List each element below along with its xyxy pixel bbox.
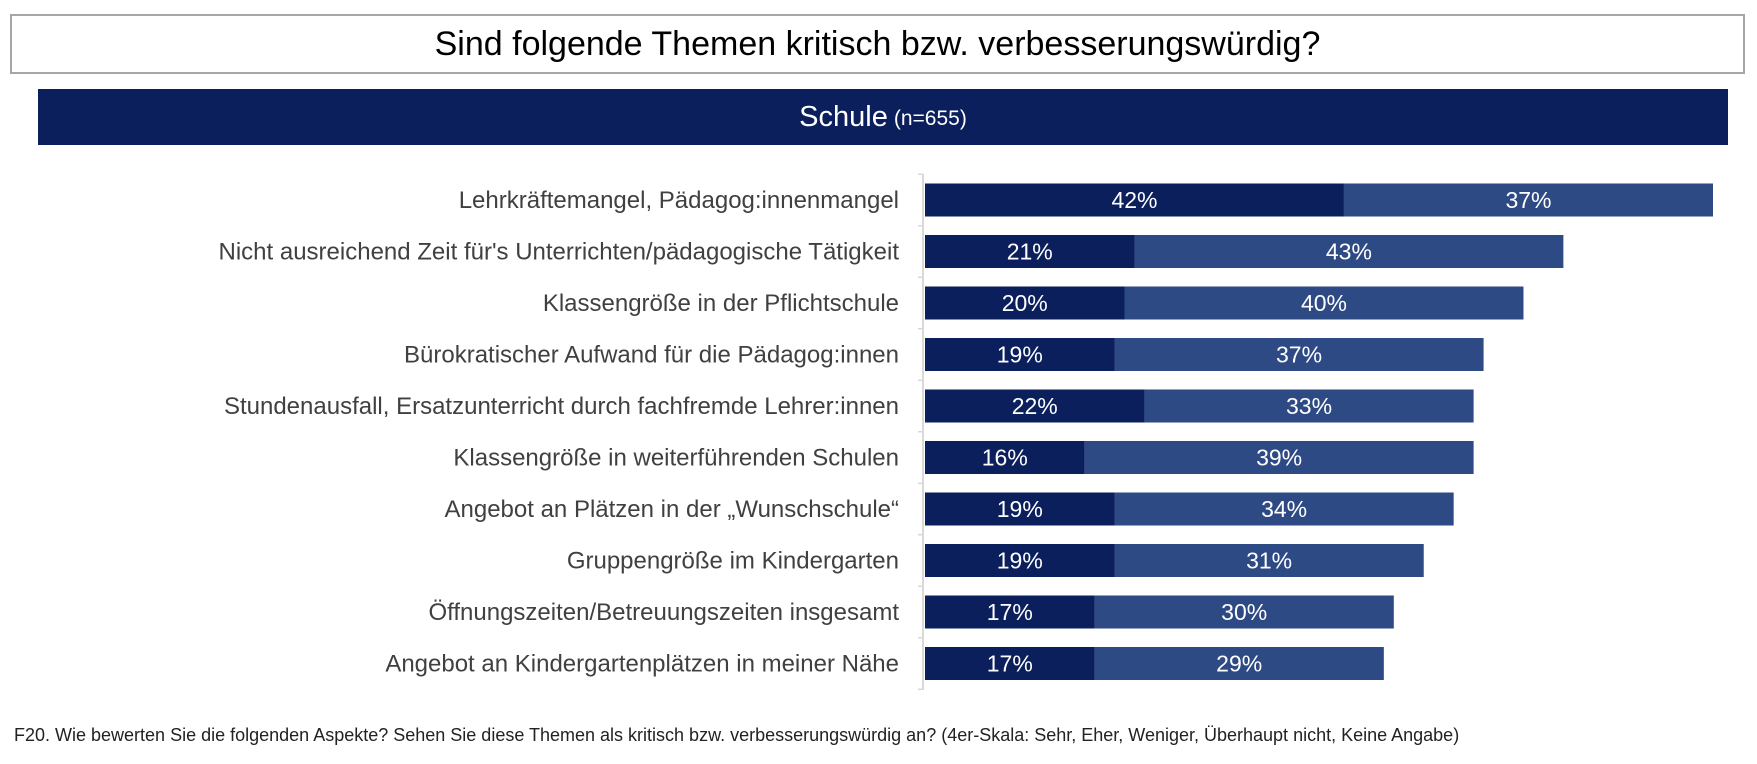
category-label: Klassengröße in der Pflichtschule	[543, 290, 899, 317]
category-label: Stundenausfall, Ersatzunterricht durch f…	[224, 393, 899, 420]
category-label: Lehrkräftemangel, Pädagog:innenmangel	[459, 187, 899, 214]
bar-segment-sehr	[925, 441, 1085, 474]
subtitle-band: Schule (n=655)	[38, 89, 1728, 145]
subtitle-sample-size: (n=655)	[893, 107, 967, 130]
bar-segment-sehr	[925, 544, 1115, 577]
category-label: Öffnungszeiten/Betreuungszeiten insgesam…	[428, 599, 899, 626]
data-label: 42%	[1111, 187, 1157, 213]
bar-segment-eher	[1144, 389, 1474, 423]
data-label: 31%	[1246, 548, 1292, 574]
bar-segment-sehr	[925, 492, 1115, 526]
data-label: 40%	[1301, 290, 1347, 316]
bar-segment-eher	[1084, 441, 1474, 474]
category-label: Angebot an Plätzen in der „Wunschschule“	[445, 496, 900, 523]
bar-segment-eher	[1134, 235, 1564, 268]
bar-segment-eher	[1124, 286, 1524, 320]
data-label: 19%	[997, 496, 1043, 522]
data-label: 30%	[1221, 599, 1267, 625]
bar-segment-sehr	[925, 286, 1125, 320]
subtitle-label: Schule	[799, 100, 888, 133]
data-label: 22%	[1012, 393, 1058, 419]
data-label: 39%	[1256, 445, 1302, 471]
category-label: Nicht ausreichend Zeit für's Unterrichte…	[219, 239, 900, 266]
data-label: 43%	[1326, 239, 1372, 265]
category-label: Gruppengröße im Kindergarten	[567, 548, 899, 575]
data-label: 29%	[1216, 651, 1262, 677]
bar-segment-eher	[1094, 595, 1394, 629]
category-label: Klassengröße in weiterführenden Schulen	[453, 445, 899, 472]
bar-segment-eher	[1094, 647, 1384, 680]
bar-segment-sehr	[925, 647, 1095, 680]
data-label: 17%	[987, 599, 1033, 625]
data-label: 37%	[1505, 187, 1551, 213]
bar-segment-eher	[1114, 544, 1424, 577]
data-label: 34%	[1261, 496, 1307, 522]
bar-segment-sehr	[925, 338, 1115, 371]
data-label: 19%	[997, 342, 1043, 368]
data-label: 21%	[1007, 239, 1053, 265]
category-label: Bürokratischer Aufwand für die Pädagog:i…	[404, 342, 899, 369]
chart-title: Sind folgende Themen kritisch bzw. verbe…	[10, 14, 1745, 74]
data-label: 19%	[997, 548, 1043, 574]
footnote: F20. Wie bewerten Sie die folgenden Aspe…	[14, 725, 1460, 745]
bar-segment-eher	[1114, 338, 1484, 371]
data-label: 16%	[982, 445, 1028, 471]
category-label: Angebot an Kindergartenplätzen in meiner…	[385, 651, 899, 678]
data-label: 20%	[1002, 290, 1048, 316]
bar-segment-eher	[1114, 492, 1454, 526]
data-label: 33%	[1286, 393, 1332, 419]
bar-segment-sehr	[925, 183, 1344, 217]
bar-segment-sehr	[925, 595, 1095, 629]
bar-segment-sehr	[925, 235, 1135, 268]
data-label: 37%	[1276, 342, 1322, 368]
bar-segment-sehr	[925, 389, 1145, 423]
data-label: 17%	[987, 651, 1033, 677]
bar-segment-eher	[1343, 183, 1713, 217]
